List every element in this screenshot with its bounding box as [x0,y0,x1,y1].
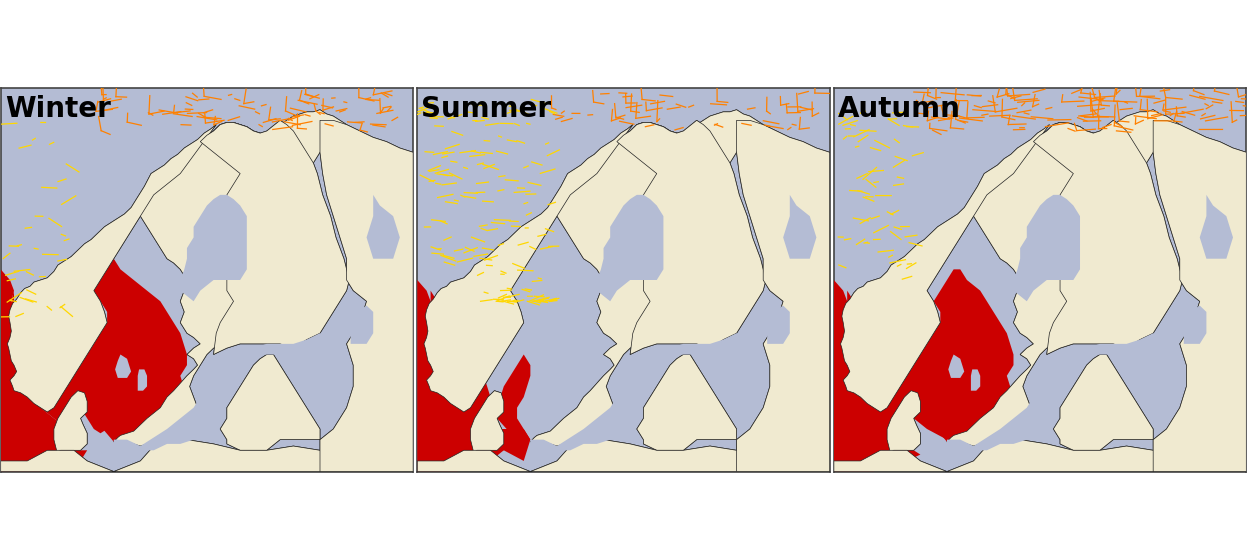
Polygon shape [201,120,349,354]
Text: Winter: Winter [5,95,111,123]
Polygon shape [11,291,117,433]
Polygon shape [530,352,670,450]
Polygon shape [54,391,87,455]
Polygon shape [115,354,131,378]
Polygon shape [424,125,632,412]
Polygon shape [948,354,964,378]
Text: Summer: Summer [421,95,551,123]
Polygon shape [946,110,1180,446]
Polygon shape [1153,120,1246,472]
Polygon shape [555,370,564,391]
Polygon shape [948,354,964,378]
Polygon shape [530,110,763,446]
Polygon shape [201,120,349,354]
Polygon shape [247,333,327,354]
Polygon shape [320,120,413,472]
Polygon shape [113,110,347,446]
Polygon shape [113,352,253,450]
Polygon shape [430,291,530,440]
Polygon shape [946,352,1086,450]
Polygon shape [1,440,413,472]
Polygon shape [350,306,373,344]
Polygon shape [1183,306,1206,344]
Polygon shape [1080,333,1160,354]
Polygon shape [737,120,829,472]
Polygon shape [221,354,320,450]
Polygon shape [783,195,817,259]
Polygon shape [1080,333,1160,354]
Polygon shape [54,391,87,455]
Polygon shape [971,370,980,391]
Polygon shape [767,306,789,344]
Polygon shape [617,120,766,354]
Polygon shape [894,269,1020,442]
Polygon shape [834,280,920,472]
Polygon shape [113,352,253,450]
Polygon shape [1054,354,1153,450]
Polygon shape [946,110,1180,446]
Polygon shape [1183,306,1206,344]
Polygon shape [1153,120,1246,472]
Polygon shape [530,110,763,446]
Polygon shape [847,291,960,440]
Polygon shape [971,370,980,391]
Polygon shape [113,110,347,446]
Polygon shape [221,354,320,450]
Polygon shape [834,440,1246,472]
Polygon shape [530,352,670,450]
Text: Autumn: Autumn [838,95,960,123]
Polygon shape [1034,120,1182,354]
Polygon shape [320,120,413,472]
Polygon shape [737,120,829,472]
Polygon shape [887,391,920,455]
Polygon shape [418,280,504,472]
Polygon shape [1014,195,1080,301]
Polygon shape [470,391,504,455]
Polygon shape [783,195,817,259]
Polygon shape [181,195,247,301]
Polygon shape [555,370,564,391]
Polygon shape [617,120,766,354]
Polygon shape [424,125,632,412]
Polygon shape [1054,354,1153,450]
Polygon shape [946,352,1086,450]
Polygon shape [137,370,147,391]
Polygon shape [834,440,1246,472]
Polygon shape [637,354,737,450]
Polygon shape [887,391,920,455]
Polygon shape [531,354,547,378]
Polygon shape [637,354,737,450]
Polygon shape [61,259,193,442]
Polygon shape [367,195,400,259]
Polygon shape [7,125,216,412]
Polygon shape [7,125,216,412]
Polygon shape [1,269,87,472]
Polygon shape [137,370,147,391]
Polygon shape [1034,120,1182,354]
Polygon shape [181,195,247,301]
Polygon shape [597,195,663,301]
Polygon shape [663,333,743,354]
Polygon shape [1200,195,1233,259]
Polygon shape [767,306,789,344]
Polygon shape [418,440,829,472]
Polygon shape [470,391,504,455]
Polygon shape [1,440,413,472]
Polygon shape [840,125,1050,412]
Polygon shape [115,354,131,378]
Polygon shape [367,195,400,259]
Polygon shape [531,354,547,378]
Polygon shape [1200,195,1233,259]
Polygon shape [247,333,327,354]
Polygon shape [663,333,743,354]
Polygon shape [1014,195,1080,301]
Polygon shape [597,195,663,301]
Polygon shape [840,125,1050,412]
Polygon shape [350,306,373,344]
Polygon shape [470,429,530,461]
Polygon shape [418,440,829,472]
